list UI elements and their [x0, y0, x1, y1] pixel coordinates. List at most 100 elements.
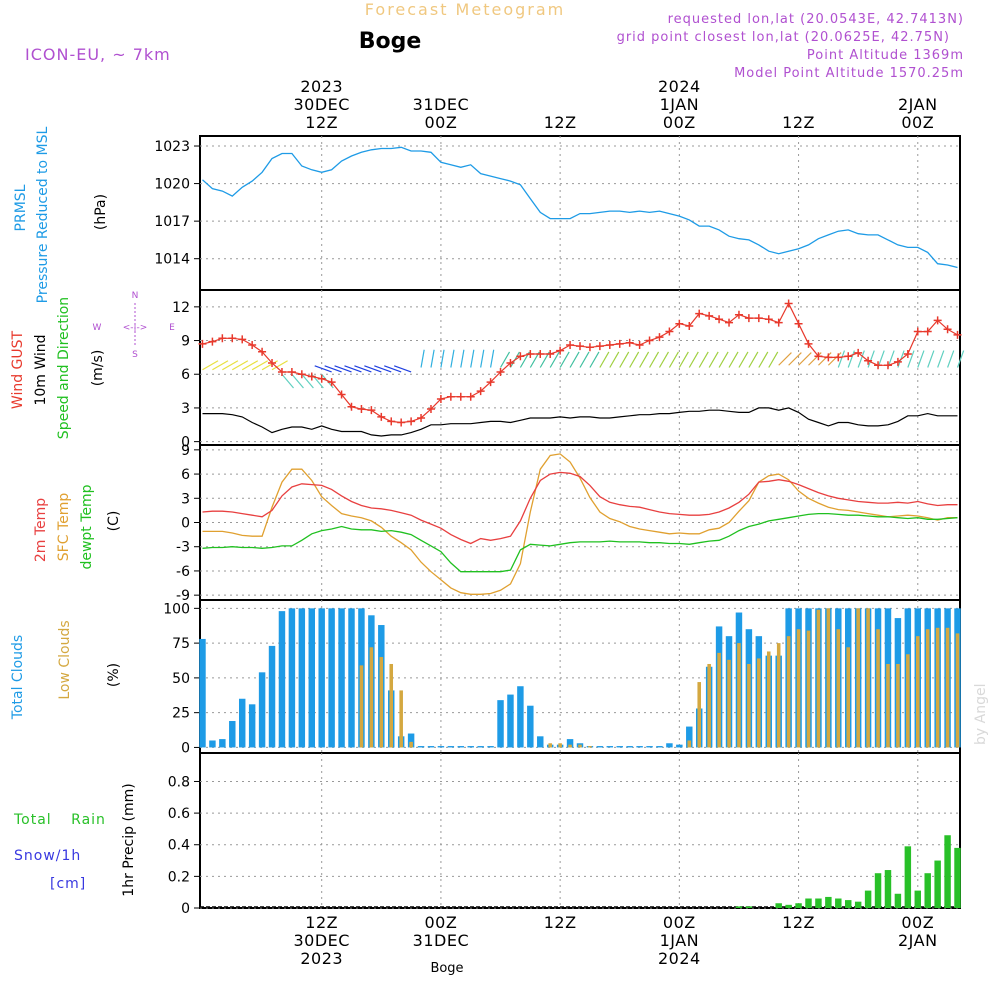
- wind-direction-arrow: [212, 360, 229, 371]
- temperature-panel: -9 -6 -3 0 3 6 9: [176, 443, 961, 604]
- wind-direction-arrow: [314, 365, 332, 373]
- temperature-ytick-label: 6: [181, 467, 190, 483]
- rain-bar: [735, 906, 743, 908]
- wind-gust-point: [546, 350, 555, 359]
- wind-direction-arrow: [301, 373, 314, 389]
- wind-gust-point: [198, 339, 207, 348]
- wind-direction-arrow: [927, 350, 935, 368]
- total-rain-label: Total Rain: [13, 812, 106, 828]
- temperature-ytick-label: -9: [176, 588, 190, 604]
- top-time-label: 31DEC: [413, 95, 469, 114]
- wind-direction-arrow: [758, 351, 769, 368]
- temperature-ytick-label: -6: [176, 564, 190, 580]
- pressure-panel-labels: PRMSL Pressure Reduced to MSL (hPa): [13, 126, 109, 303]
- wind-direction-arrow: [589, 351, 600, 368]
- wind-gust-point: [407, 417, 416, 426]
- bottom-time-label: 12Z: [782, 913, 815, 932]
- wind-direction-arrow: [619, 351, 630, 368]
- low-clouds-bar: [856, 608, 860, 748]
- low-clouds-bar: [379, 657, 384, 748]
- rain-bar: [924, 873, 931, 908]
- temp-sfc-label: SFC Temp: [56, 493, 72, 562]
- precipitation-ytick-label: 0.4: [168, 838, 190, 854]
- wind-gust-point: [208, 337, 217, 346]
- bottom-time-label: 2023: [300, 949, 343, 968]
- compass-n: N: [132, 291, 139, 301]
- wind-gust-point: [844, 352, 853, 361]
- wind-gust-point: [576, 342, 584, 351]
- low-clouds-bar: [846, 647, 851, 748]
- temp-sfc-line: [202, 453, 958, 595]
- total-clouds-label: Total Clouds: [10, 635, 26, 720]
- low-clouds-bar: [896, 663, 900, 748]
- total-clouds-bar: [238, 698, 246, 748]
- total-clouds-bar: [626, 746, 633, 748]
- wind-gust-point: [675, 319, 684, 328]
- bottom-time-label: 12Z: [305, 913, 338, 932]
- low-clouds-label: Low Clouds: [57, 620, 73, 699]
- temperature-ytick-label: 9: [181, 443, 190, 459]
- rain-bar: [954, 847, 961, 908]
- wind-direction-arrow: [798, 352, 812, 366]
- snow-label: Snow/1h: [14, 848, 81, 864]
- wind-gust-point: [933, 316, 942, 325]
- temperature-ytick-label: 0: [181, 516, 190, 532]
- wind-gust-point: [715, 315, 724, 324]
- wind-10m-label: 10m Wind: [33, 334, 49, 405]
- total-clouds-bar: [338, 608, 345, 748]
- low-clouds-bar: [796, 629, 801, 748]
- low-clouds-bar: [588, 746, 592, 748]
- wind-gust-point: [893, 357, 902, 366]
- wind-direction-arrow: [778, 352, 792, 366]
- compass-s: S: [132, 350, 138, 360]
- bottom-time-label: 30DEC: [293, 931, 349, 950]
- total-clouds-bar: [308, 608, 315, 748]
- rain-bar: [745, 906, 753, 908]
- wind-gust-point: [685, 321, 694, 330]
- temperature-panel-labels: 2m Temp SFC Temp dewpt Temp (C): [33, 484, 122, 569]
- pressure-ytick-label: 1014: [154, 252, 190, 268]
- wind-gust-point: [764, 315, 773, 324]
- low-clouds-bar: [816, 609, 821, 748]
- top-time-label: 30DEC: [293, 95, 349, 114]
- low-clouds-bar: [806, 630, 811, 748]
- wind-gust-point: [665, 327, 674, 336]
- wind-gust-point: [268, 359, 277, 368]
- low-clouds-bar: [707, 663, 711, 748]
- wind-direction-arrow: [281, 373, 294, 389]
- precip-axis-label: 1hr Precip (mm): [121, 783, 137, 896]
- wind-direction-arrow: [500, 351, 511, 368]
- wind-direction-arrow: [708, 351, 719, 368]
- rain-bar: [944, 835, 951, 908]
- wind-gust-point: [754, 314, 763, 323]
- credit-watermark: by Angel: [973, 684, 989, 745]
- product-title: Forecast Meteogram: [365, 0, 565, 19]
- rain-bar: [775, 903, 782, 908]
- total-clouds-bar: [566, 739, 574, 748]
- wind-direction-arrow: [748, 351, 759, 368]
- clouds-unit: (%): [106, 663, 122, 687]
- wind-direction-arrow: [658, 351, 669, 368]
- point-altitude: Point Altitude 1369m: [807, 48, 964, 63]
- top-time-label: 12Z: [305, 113, 338, 132]
- bottom-time-label: 00Z: [663, 913, 696, 932]
- pressure-label-prmsl: PRMSL: [13, 184, 29, 231]
- wind-panel-labels: Wind GUST 10m Wind Speed and Direction (…: [10, 291, 175, 439]
- bottom-time-label: 00Z: [425, 913, 458, 932]
- rain-bar: [785, 904, 792, 908]
- low-clouds-bar: [757, 658, 761, 748]
- requested-coords: requested lon,lat (20.0543E, 42.7413N): [668, 12, 964, 27]
- wind-gust-point: [834, 353, 843, 362]
- clouds-ytick-label: 100: [163, 601, 190, 617]
- model-label: ICON-EU, ~ 7km: [25, 45, 171, 64]
- top-time-label: 12Z: [782, 113, 815, 132]
- wind-gust-point: [506, 359, 515, 368]
- wind-gust-point: [744, 314, 753, 323]
- wind-direction-arrow: [384, 365, 402, 373]
- wind-direction-arrow: [857, 350, 865, 368]
- wind-gust-point: [218, 334, 227, 343]
- precipitation-ytick-label: 0.6: [168, 806, 190, 822]
- wind-gust-point: [635, 341, 644, 350]
- top-time-label: 00Z: [663, 113, 696, 132]
- wind-gust-point: [874, 361, 883, 370]
